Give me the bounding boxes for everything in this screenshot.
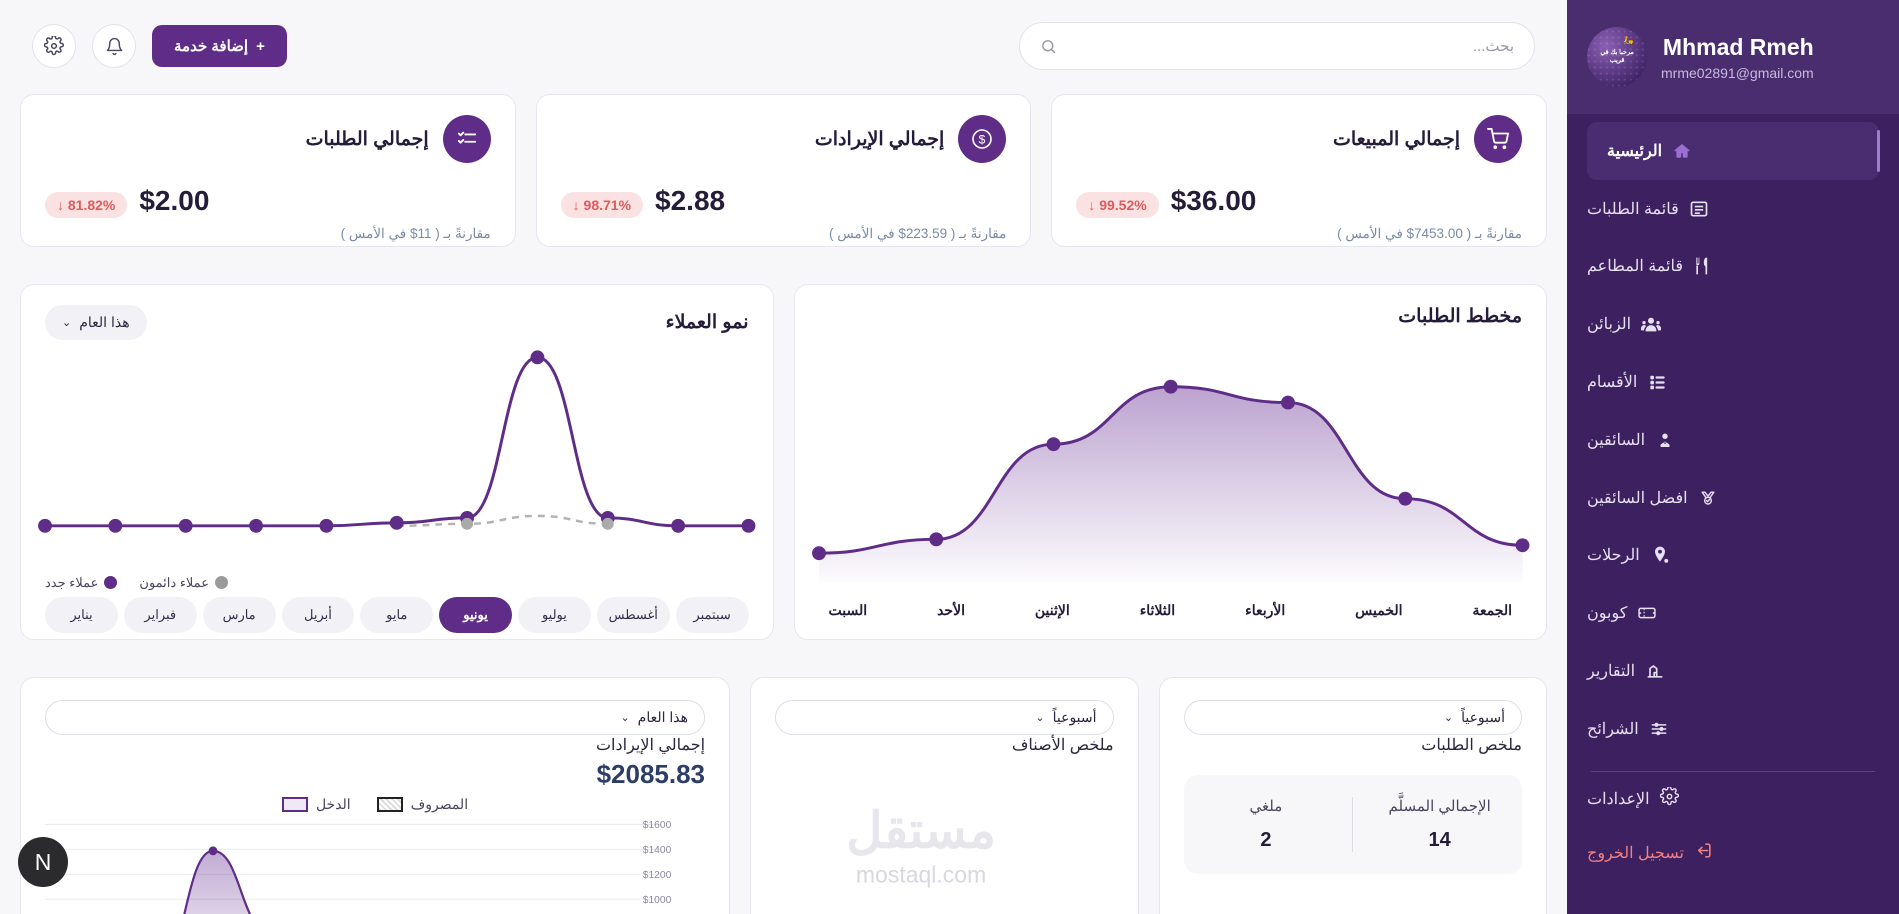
svg-text:$1400: $1400 xyxy=(643,845,672,856)
svg-text:$: $ xyxy=(979,133,986,147)
svg-text:$1200: $1200 xyxy=(643,870,672,881)
svg-text:$1000: $1000 xyxy=(643,895,672,906)
svg-text:$1600: $1600 xyxy=(643,820,672,831)
